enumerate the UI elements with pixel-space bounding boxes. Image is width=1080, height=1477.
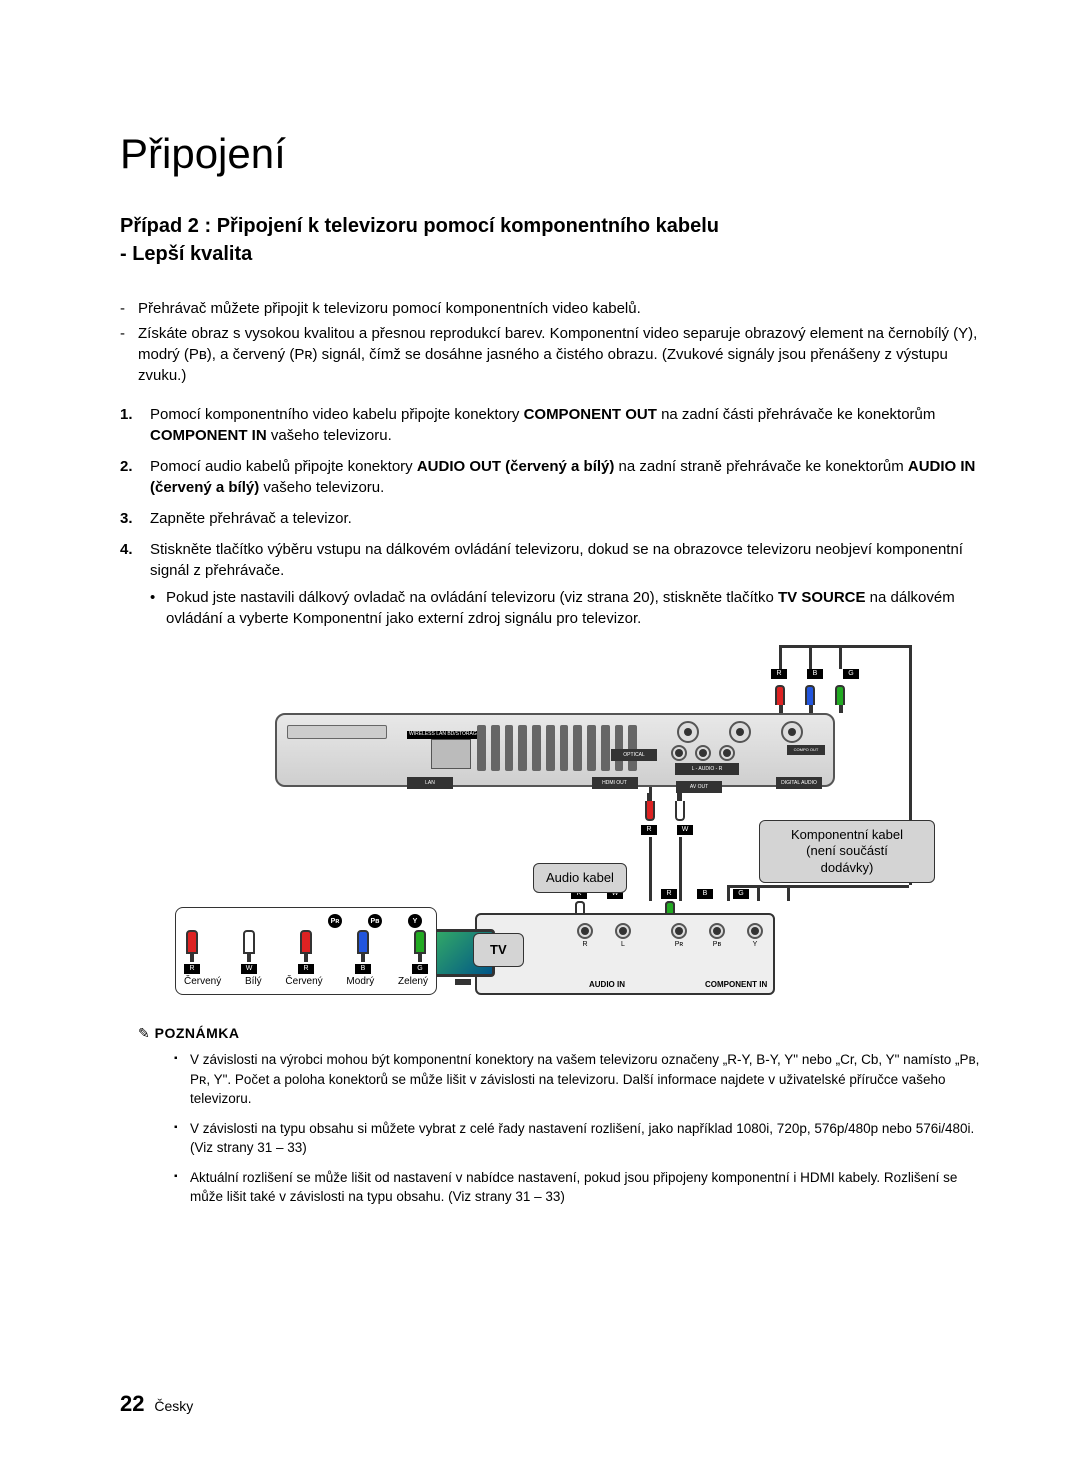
tv-jack-r: [577, 923, 593, 939]
player-optical-label: OPTICAL: [611, 749, 657, 761]
wire: [779, 645, 909, 648]
top-plug-tags: R B G: [771, 669, 859, 679]
jack-av: [719, 745, 735, 761]
tag-b: B: [807, 669, 823, 679]
step-4-text: Stiskněte tlačítko výběru vstupu na dálk…: [150, 541, 963, 579]
step-item: Stiskněte tlačítko výběru vstupu na dálk…: [120, 539, 990, 629]
player-compo-label: COMPO OUT: [787, 745, 825, 755]
jack-y: [677, 721, 699, 743]
tv-input-group-labels: AUDIO IN COMPONENT IN: [589, 980, 767, 989]
step-item: Pomocí komponentního video kabelu připoj…: [120, 404, 990, 446]
tv-jack-l: [615, 923, 631, 939]
page-language: Česky: [154, 1398, 193, 1414]
jack-pb: [729, 721, 751, 743]
step-item: Zapněte přehrávač a televizor.: [120, 508, 990, 529]
case-heading: Případ 2 : Připojení k televizoru pomocí…: [120, 212, 990, 268]
wire: [839, 645, 842, 669]
mid-plug-tags: R W: [641, 825, 693, 835]
jack-audio-r: [695, 745, 711, 761]
tv-jack-pb: [709, 923, 725, 939]
player-bottom-ports: LAN HDMI OUT DIGITAL AUDIO OUT AV OUT: [407, 777, 822, 789]
player-audio-label: L - AUDIO - R: [675, 763, 739, 775]
legend-sym-pb: Pʙ: [368, 914, 382, 928]
tag-g: G: [843, 669, 859, 679]
wire: [649, 837, 652, 901]
player-vents: [477, 725, 637, 771]
tag-w2: W: [677, 825, 693, 835]
note-item: Aktuální rozlišení se může lišit od nast…: [174, 1168, 990, 1207]
player-component-jacks: [677, 721, 803, 743]
mid-plug-w: [675, 801, 685, 821]
top-plug-b: [805, 685, 815, 705]
intro-item: Získáte obraz s vysokou kvalitou a přesn…: [120, 323, 990, 386]
port-digaudio-label: DIGITAL AUDIO OUT: [776, 777, 822, 789]
port-hdmi-label: HDMI OUT: [592, 777, 638, 789]
step-4-sublist: Pokud jste nastavili dálkový ovladač na …: [150, 587, 990, 629]
port-lan-label: LAN: [407, 777, 453, 789]
tag-r: R: [771, 669, 787, 679]
wire: [727, 885, 909, 888]
player-slot: [287, 725, 387, 739]
connection-diagram: R B G WIRELESS LAN BD/STORAGE OPTICAL CO…: [175, 645, 935, 1005]
tag-r2: R: [641, 825, 657, 835]
wire: [809, 645, 812, 669]
chapter-title: Připojení: [120, 130, 990, 178]
page-footer: 22 Česky: [120, 1391, 193, 1417]
note-item: V závislosti na výrobci mohou být kompon…: [174, 1050, 990, 1109]
jack-audio-l: [671, 745, 687, 761]
tv-stand-icon: [455, 979, 471, 985]
legend-color-names: Červený Bílý Červený Modrý Zelený: [184, 976, 428, 987]
top-plug-r: [775, 685, 785, 705]
step-item: Pomocí audio kabelů připojte konektory A…: [120, 456, 990, 498]
connector-legend: Pʀ Pʙ Y R W R B G Červený Bílý Červený M…: [175, 907, 437, 995]
steps-list: Pomocí komponentního video kabelu připoj…: [120, 404, 990, 629]
intro-list: Přehrávač můžete připojit k televizoru p…: [120, 298, 990, 386]
legend-sym-y: Y: [408, 914, 422, 928]
tv-label: TV: [473, 933, 524, 967]
top-plug-g: [835, 685, 845, 705]
tv-jacks: R L Pʀ Pʙ Y: [577, 923, 763, 948]
case-title-line1: Případ 2 : Připojení k televizoru pomocí…: [120, 215, 719, 237]
legend-sym-pr: Pʀ: [328, 914, 342, 928]
tv-input-tags-comp: R B G: [661, 889, 749, 899]
mid-plug-r: [645, 801, 655, 821]
tv-audio-in-label: AUDIO IN: [589, 980, 625, 989]
step-4-bullet: Pokud jste nastavili dálkový ovladač na …: [150, 587, 990, 629]
player-audio-av-jacks: [671, 745, 735, 761]
page-number: 22: [120, 1391, 144, 1416]
note-heading: POZNÁMKA: [138, 1025, 990, 1042]
jack-pr: [781, 721, 803, 743]
audio-cable-label: Audio kabel: [533, 863, 627, 893]
player-lan-port: [431, 739, 471, 769]
component-cable-label: Komponentní kabel (není součástí dodávky…: [759, 820, 935, 883]
legend-plugs: R W R B G: [184, 930, 428, 974]
note-item: V závislosti na typu obsahu si můžete vy…: [174, 1119, 990, 1158]
player-back-panel: WIRELESS LAN BD/STORAGE OPTICAL COMPO OU…: [275, 713, 835, 787]
port-avout-label: AV OUT: [676, 781, 722, 793]
notes-list: V závislosti na výrobci mohou být kompon…: [174, 1050, 990, 1207]
wire: [787, 885, 790, 901]
player-lan-text: WIRELESS LAN BD/STORAGE: [407, 731, 482, 739]
tv-jack-pr: [671, 923, 687, 939]
case-title-line2: - Lepší kvalita: [120, 243, 252, 265]
wire: [757, 885, 760, 901]
wire: [779, 645, 782, 669]
tv-component-in-label: COMPONENT IN: [705, 980, 767, 989]
tv-jack-y: [747, 923, 763, 939]
legend-symbols: Pʀ Pʙ Y: [184, 914, 428, 928]
intro-item: Přehrávač můžete připojit k televizoru p…: [120, 298, 990, 319]
